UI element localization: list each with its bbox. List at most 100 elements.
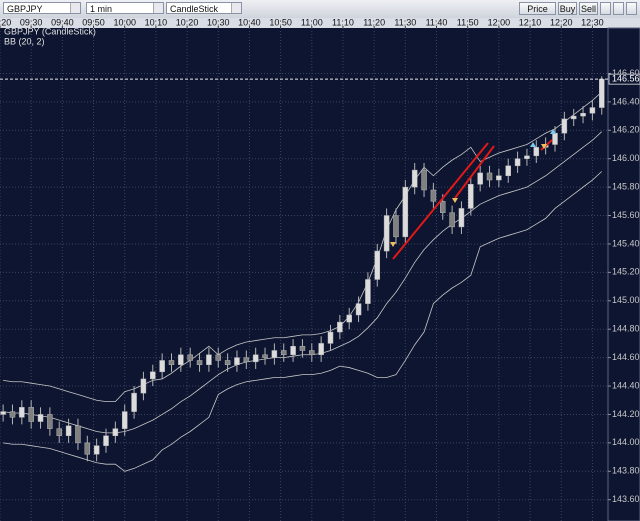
- candle-body: [234, 357, 240, 365]
- indicator-label: BB (20, 2): [4, 36, 45, 46]
- tool-button[interactable]: [626, 2, 637, 15]
- y-tick-label: 144.00: [612, 437, 640, 447]
- time-axis-bar: [0, 18, 640, 28]
- candle-body: [393, 215, 399, 238]
- x-tick-label: 10:10: [145, 18, 168, 27]
- x-tick-label: 12:10: [519, 18, 542, 27]
- candle-body: [140, 378, 147, 394]
- x-tick-label: 10:20: [176, 18, 199, 27]
- candle-body: [496, 175, 502, 181]
- x-tick-label: 10:40: [238, 18, 261, 27]
- bollinger-lower: [3, 171, 603, 472]
- candle-body: [262, 354, 268, 358]
- candle-body: [0, 411, 6, 415]
- trend-line: [454, 145, 495, 199]
- y-tick-label: 144.60: [612, 352, 640, 362]
- x-tick-label: 11:50: [457, 18, 479, 27]
- candle-body: [439, 201, 446, 213]
- dropdown: [153, 3, 163, 13]
- candle-body: [449, 212, 455, 228]
- candle-body: [337, 321, 343, 333]
- y-tick-label: 145.00: [612, 295, 640, 305]
- candle-body: [103, 435, 109, 446]
- candle-body: [19, 407, 25, 418]
- candle-body: [514, 158, 521, 167]
- candle-body: [570, 115, 577, 120]
- symbol-select[interactable]: GBPJPY: [3, 2, 81, 14]
- candle-body: [327, 331, 334, 344]
- candle-body: [9, 411, 16, 418]
- x-tick-label: 09:20: [0, 18, 11, 27]
- dropdown: [231, 3, 241, 13]
- plot-area: [0, 28, 608, 521]
- y-tick-label: 145.80: [612, 181, 640, 191]
- candle-body: [243, 357, 250, 363]
- candle-body: [430, 189, 437, 202]
- tool-button[interactable]: [613, 2, 624, 15]
- y-tick-label: 145.40: [612, 238, 640, 248]
- candle-body: [505, 165, 511, 177]
- x-tick-label: 10:50: [269, 18, 292, 27]
- sell-button[interactable]: Sell: [579, 2, 598, 15]
- interval-select[interactable]: 1 min: [86, 2, 164, 14]
- candle-body: [47, 414, 53, 429]
- candle-body: [196, 360, 203, 365]
- buy-button[interactable]: Buy: [558, 2, 577, 15]
- candle-body: [299, 345, 306, 351]
- candle-body: [150, 371, 156, 380]
- candle-body: [65, 425, 72, 437]
- y-tick-label: 144.40: [612, 380, 640, 390]
- y-tick-label: 145.20: [612, 267, 640, 277]
- candle-body: [252, 354, 259, 363]
- candle-body: [365, 279, 371, 304]
- x-tick-label: 11:20: [363, 18, 385, 27]
- tool-button[interactable]: [600, 2, 611, 15]
- chart-type-select[interactable]: CandleStick: [166, 2, 242, 14]
- x-tick-label: 09:40: [51, 18, 74, 27]
- price-box-button[interactable]: Price Box: [519, 2, 556, 27]
- candle-body: [75, 425, 81, 444]
- candle-body: [468, 184, 474, 209]
- grid: [0, 28, 608, 521]
- x-tick-label: 10:00: [113, 18, 136, 27]
- candle-body: [56, 428, 62, 437]
- x-tick-label: 09:50: [82, 18, 105, 27]
- x-tick-label: 11:30: [394, 18, 416, 27]
- candle-body: [309, 350, 315, 356]
- trend-line: [540, 139, 553, 151]
- y-tick-label: 146.40: [612, 96, 640, 106]
- candle-body: [383, 215, 390, 252]
- candle-body: [206, 354, 212, 365]
- x-tick-label: 12:00: [488, 18, 511, 27]
- candle-body: [599, 78, 605, 108]
- symbol: GBPJPY: [7, 4, 43, 14]
- candle-body: [402, 186, 409, 238]
- price-axis: [607, 27, 640, 521]
- candle-body: [131, 392, 137, 412]
- dropdown: [70, 3, 80, 13]
- candle-body: [421, 169, 427, 191]
- candle-body: [112, 428, 119, 437]
- chart-type: CandleStick: [170, 4, 219, 14]
- candle-body: [486, 172, 493, 181]
- y-tick-label: 146.00: [612, 153, 640, 163]
- x-tick-label: 09:30: [20, 18, 43, 27]
- candle-body: [290, 345, 296, 356]
- x-tick-label: 12:20: [550, 18, 573, 27]
- candle-body: [93, 445, 100, 455]
- candle-body: [346, 314, 352, 323]
- candle-body: [28, 407, 34, 422]
- candle-body: [37, 414, 44, 422]
- chart: GBPJPY (CandleStick) BB (20, 2) 09:20 09:…: [0, 18, 640, 521]
- candle-body: [458, 208, 465, 228]
- y-tick-label: 144.20: [612, 409, 640, 419]
- candle-body: [224, 360, 231, 365]
- y-tick-label: 146.60: [612, 68, 640, 78]
- candle-body: [178, 354, 184, 365]
- x-tick-label: 12:30: [581, 18, 604, 27]
- annotations: [390, 129, 556, 260]
- candle-body: [84, 442, 91, 455]
- candle-body: [580, 112, 586, 117]
- sell-marker: [452, 198, 458, 203]
